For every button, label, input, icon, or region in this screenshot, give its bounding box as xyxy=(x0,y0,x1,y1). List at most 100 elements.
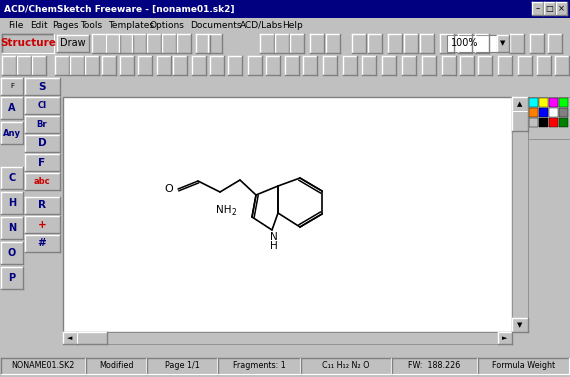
Bar xyxy=(85,56,99,75)
Text: Any: Any xyxy=(3,129,21,138)
Bar xyxy=(2,56,16,75)
Bar xyxy=(559,118,568,127)
Bar xyxy=(1,242,23,264)
Bar xyxy=(0,0,570,18)
Bar xyxy=(303,56,317,75)
Text: ►: ► xyxy=(502,335,508,341)
Bar xyxy=(392,358,477,374)
Text: Options: Options xyxy=(150,21,185,30)
Bar xyxy=(549,118,558,127)
Text: O: O xyxy=(8,248,16,258)
Bar xyxy=(55,56,69,75)
Text: C: C xyxy=(9,173,15,183)
Bar xyxy=(119,34,133,53)
Bar xyxy=(63,97,512,332)
Bar xyxy=(192,56,206,75)
Bar xyxy=(323,56,337,75)
Bar xyxy=(420,34,434,53)
Bar xyxy=(25,173,60,190)
Bar xyxy=(1,97,23,119)
Text: –: – xyxy=(535,5,540,14)
Bar xyxy=(352,34,366,53)
Text: #: # xyxy=(38,239,46,248)
Bar xyxy=(173,56,187,75)
Bar xyxy=(1,192,23,214)
Bar xyxy=(478,358,569,374)
Bar xyxy=(512,111,528,131)
Bar xyxy=(25,116,60,133)
Bar xyxy=(208,34,222,53)
Bar xyxy=(0,33,570,55)
Bar xyxy=(382,56,396,75)
Text: H: H xyxy=(8,198,16,208)
Bar xyxy=(529,98,538,107)
Text: abc: abc xyxy=(34,177,50,186)
Bar xyxy=(210,56,224,75)
Bar xyxy=(539,118,548,127)
Text: H: H xyxy=(270,241,278,251)
Text: Br: Br xyxy=(36,120,47,129)
Text: ACD/ChemSketch Freeware - [noname01.sk2]: ACD/ChemSketch Freeware - [noname01.sk2] xyxy=(4,5,234,14)
Bar xyxy=(25,78,60,95)
Bar xyxy=(442,56,456,75)
Text: Edit: Edit xyxy=(30,21,48,30)
Bar xyxy=(498,56,512,75)
Text: ACD/Labs: ACD/Labs xyxy=(240,21,283,30)
Bar xyxy=(218,358,300,374)
Bar xyxy=(290,34,304,53)
Bar xyxy=(0,18,570,33)
Text: File: File xyxy=(8,21,23,30)
Bar xyxy=(512,318,528,332)
Text: Formula Weight: Formula Weight xyxy=(492,362,555,371)
Bar xyxy=(544,2,555,15)
Bar xyxy=(368,34,382,53)
Bar xyxy=(1,267,23,289)
Bar xyxy=(25,154,60,171)
Text: F: F xyxy=(10,83,14,89)
Bar xyxy=(556,2,567,15)
Bar xyxy=(310,34,324,53)
Bar xyxy=(260,34,274,53)
Bar xyxy=(549,108,558,117)
Text: Page 1/1: Page 1/1 xyxy=(165,362,200,371)
Bar xyxy=(422,56,436,75)
Bar xyxy=(275,34,289,53)
Text: ◄: ◄ xyxy=(67,335,73,341)
Bar xyxy=(157,56,171,75)
Text: 2: 2 xyxy=(231,208,236,217)
Bar xyxy=(63,332,512,344)
Bar xyxy=(63,332,77,344)
Text: Cl: Cl xyxy=(38,101,47,110)
Bar xyxy=(532,2,543,15)
Text: F: F xyxy=(38,158,46,167)
Bar xyxy=(70,56,84,75)
Bar xyxy=(17,56,31,75)
Text: ▼: ▼ xyxy=(500,40,506,46)
Bar xyxy=(475,34,489,53)
Bar xyxy=(512,97,528,111)
Text: D: D xyxy=(38,138,46,149)
Bar xyxy=(25,216,60,233)
Bar xyxy=(539,108,548,117)
Bar xyxy=(530,34,544,53)
Text: Draw: Draw xyxy=(60,38,86,49)
Text: Modified: Modified xyxy=(99,362,133,371)
Bar xyxy=(388,34,402,53)
Bar xyxy=(86,358,146,374)
Bar xyxy=(285,56,299,75)
Text: Documents: Documents xyxy=(190,21,242,30)
Text: N: N xyxy=(270,232,278,242)
Bar xyxy=(196,34,210,53)
Bar xyxy=(458,34,472,53)
Text: N: N xyxy=(8,223,16,233)
Bar xyxy=(559,108,568,117)
Text: Structure: Structure xyxy=(0,38,56,49)
Bar xyxy=(266,56,280,75)
Bar xyxy=(362,56,376,75)
Bar xyxy=(25,97,60,114)
Text: Templates: Templates xyxy=(108,21,154,30)
Bar xyxy=(25,197,60,214)
Bar xyxy=(497,35,509,52)
Bar xyxy=(555,56,569,75)
Bar xyxy=(177,34,191,53)
